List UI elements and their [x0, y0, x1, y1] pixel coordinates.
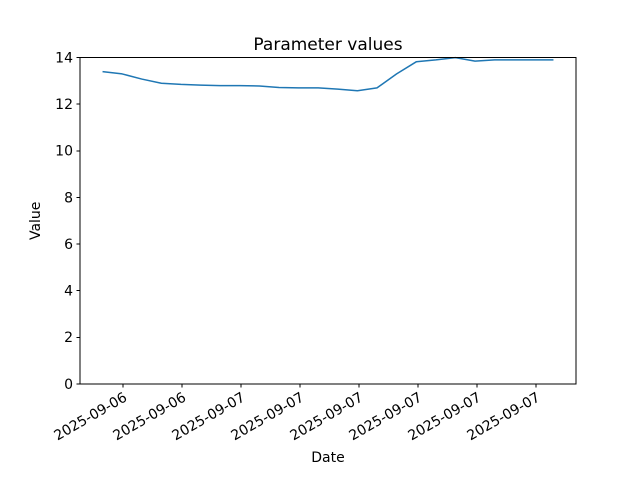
y-tick-label: 6	[64, 237, 73, 253]
y-tick-label: 14	[55, 50, 73, 66]
y-tick-label: 8	[64, 190, 73, 206]
data-line-series	[102, 56, 554, 92]
chart-title: Parameter values	[253, 35, 402, 55]
y-tick-label: 10	[55, 144, 73, 160]
y-tick-label: 12	[55, 97, 73, 113]
y-axis-label: Value	[28, 202, 44, 240]
y-tick-label: 2	[64, 330, 73, 346]
x-axis-label: Date	[311, 450, 344, 466]
plot-area	[80, 57, 576, 384]
y-tick-label: 4	[64, 284, 73, 300]
axes-frame	[79, 57, 577, 385]
y-tick-label: 0	[64, 377, 73, 393]
